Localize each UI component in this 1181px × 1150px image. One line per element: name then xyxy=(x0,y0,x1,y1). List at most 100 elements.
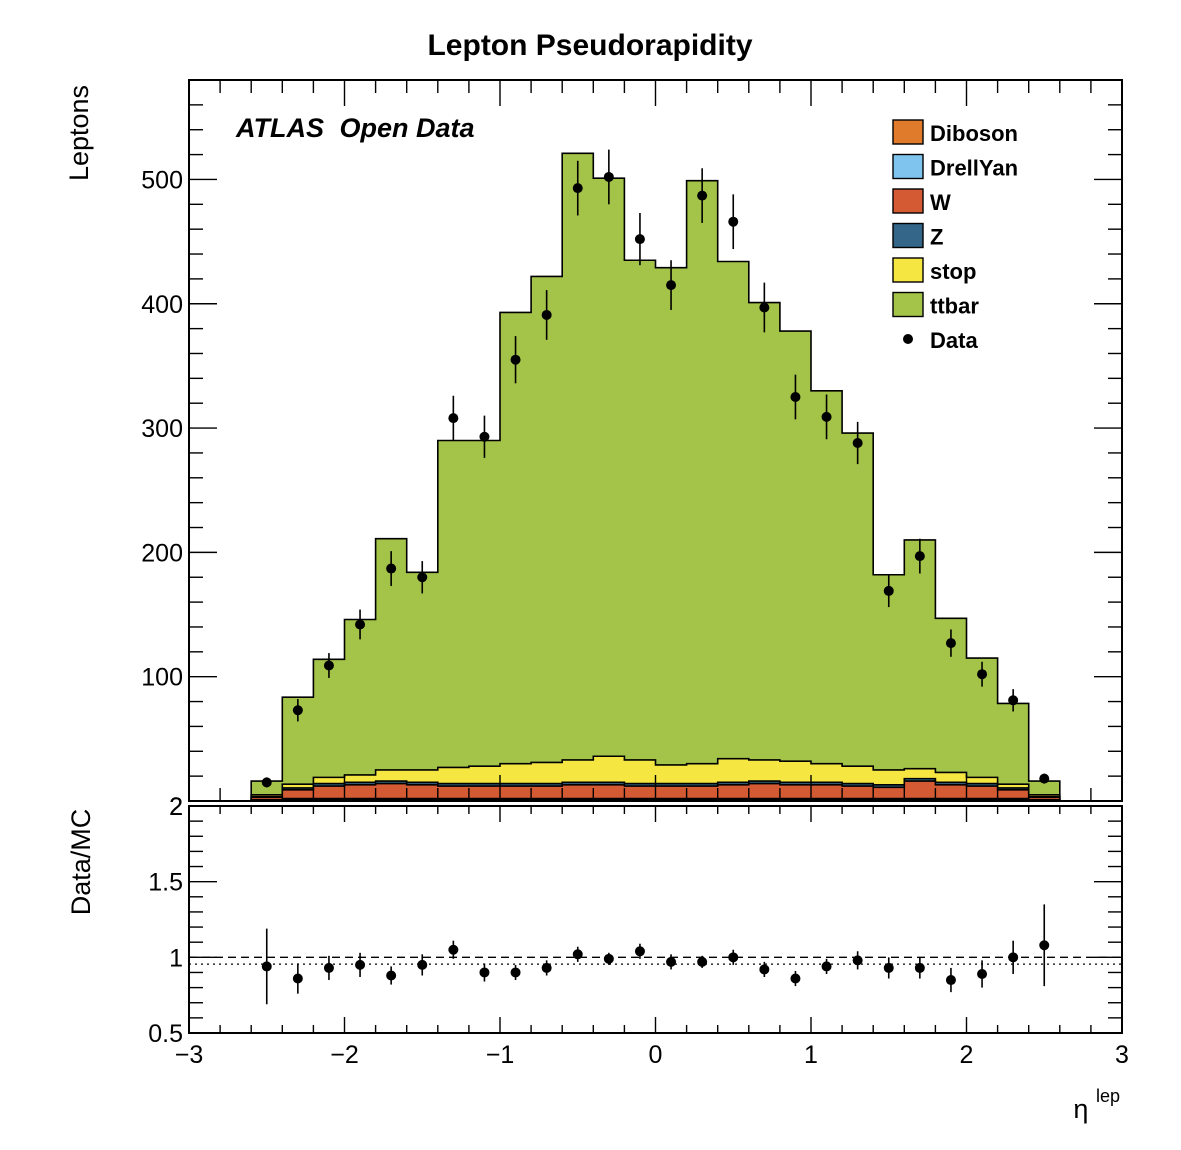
ratio-point xyxy=(977,960,988,988)
ratio-point xyxy=(821,958,832,974)
data-point xyxy=(914,538,925,574)
data-point xyxy=(292,699,303,722)
x-tick-label: −1 xyxy=(486,1041,515,1069)
y-tick-label: 400 xyxy=(141,291,183,319)
ratio-marker xyxy=(852,955,863,966)
ratio-point xyxy=(634,943,645,959)
y-tick-label: 300 xyxy=(141,415,183,443)
legend-swatch xyxy=(892,188,924,214)
data-marker xyxy=(883,585,894,596)
ratio-marker xyxy=(759,964,770,975)
data-point xyxy=(572,160,583,216)
data-point xyxy=(355,609,366,640)
x-tick-labels: −3 −2 −1 0 1 2 3 xyxy=(175,1041,1129,1069)
y-tick-label: 200 xyxy=(141,539,183,567)
ratio-marker xyxy=(323,962,334,973)
data-point xyxy=(821,394,832,440)
legend-entry-diboson: Diboson xyxy=(892,119,1018,146)
ratio-marker xyxy=(883,962,894,973)
data-point xyxy=(261,777,272,788)
data-marker xyxy=(1039,773,1050,784)
ratio-marker xyxy=(1008,952,1019,963)
data-marker xyxy=(945,638,956,649)
ratio-marker xyxy=(448,944,459,955)
x-tick-label: −2 xyxy=(330,1041,359,1069)
data-point xyxy=(697,168,708,223)
data-marker xyxy=(417,572,428,583)
legend-swatch xyxy=(892,222,924,249)
ratio-marker xyxy=(945,975,956,986)
ratio-point xyxy=(479,963,490,982)
x-axis-label: η lep xyxy=(1073,1086,1120,1124)
data-point xyxy=(945,629,956,657)
data-marker xyxy=(541,309,552,320)
ratio-plot-frame xyxy=(188,805,1123,1034)
legend-swatch xyxy=(892,119,924,145)
y-tick-label: 500 xyxy=(141,166,183,194)
data-marker xyxy=(759,302,770,313)
legend-entry-ttbar: ttbar xyxy=(892,291,979,319)
ratio-point xyxy=(603,952,614,965)
x-tick-label: 1 xyxy=(804,1041,818,1069)
ratio-point xyxy=(417,954,428,976)
ratio-point xyxy=(510,964,521,981)
ratio-point xyxy=(355,952,366,978)
data-marker xyxy=(728,216,739,227)
data-marker xyxy=(1008,695,1019,706)
data-marker xyxy=(355,619,366,630)
legend-swatch xyxy=(892,153,924,180)
data-marker xyxy=(666,280,677,291)
legend-entry-z: Z xyxy=(892,222,943,250)
data-marker xyxy=(510,354,521,365)
legend-label: Data xyxy=(930,328,978,353)
data-point xyxy=(728,194,739,250)
atlas-label-rest: Open Data xyxy=(340,113,475,143)
data-marker xyxy=(261,777,272,788)
data-point xyxy=(479,415,490,458)
y-tick-label: 100 xyxy=(141,664,183,692)
ratio-y-tick-label: 0.5 xyxy=(148,1020,183,1048)
ratio-point xyxy=(790,970,801,987)
data-point xyxy=(417,561,428,594)
ratio-marker xyxy=(728,952,739,963)
data-marker xyxy=(914,551,925,562)
ratio-marker xyxy=(541,962,552,973)
x-tick-label: 2 xyxy=(960,1041,974,1069)
data-marker xyxy=(479,431,490,442)
data-marker xyxy=(852,437,863,448)
data-point xyxy=(323,653,334,678)
legend-entry-data: Data xyxy=(903,328,978,353)
main-histogram-panel: 100 200 300 400 500 2 ATLAS Open Data Diboson… xyxy=(64,79,1123,821)
ratio-point xyxy=(883,957,894,979)
ratio-marker xyxy=(355,959,366,970)
data-points xyxy=(261,149,1050,788)
x-axis-label-main: η xyxy=(1073,1094,1088,1124)
ratio-marker xyxy=(977,968,988,979)
ratio-point xyxy=(1008,940,1019,974)
ratio-marker xyxy=(603,953,614,964)
data-marker xyxy=(790,391,801,402)
ratio-marker xyxy=(292,973,303,984)
ratio-point xyxy=(572,946,583,962)
legend-entry-w: W xyxy=(892,188,951,215)
legend-swatch xyxy=(892,257,924,283)
ratio-point xyxy=(1039,904,1050,987)
data-point xyxy=(852,421,863,465)
ratio-marker xyxy=(914,962,925,973)
x-axis-label-superscript: lep xyxy=(1096,1086,1120,1106)
data-marker xyxy=(572,183,583,194)
data-marker xyxy=(634,234,645,245)
ratio-point xyxy=(292,963,303,994)
legend-label: W xyxy=(930,190,951,215)
data-marker xyxy=(821,411,832,422)
ratio-point xyxy=(386,966,397,985)
data-marker xyxy=(292,705,303,716)
ratio-marker xyxy=(666,956,677,967)
ratio-marker xyxy=(261,961,272,972)
ratio-marker xyxy=(386,970,397,981)
data-point xyxy=(1039,773,1050,784)
ratio-point xyxy=(261,928,272,1005)
atlas-label: ATLAS Open Data xyxy=(235,113,475,143)
main-plot-frame xyxy=(188,79,1123,802)
